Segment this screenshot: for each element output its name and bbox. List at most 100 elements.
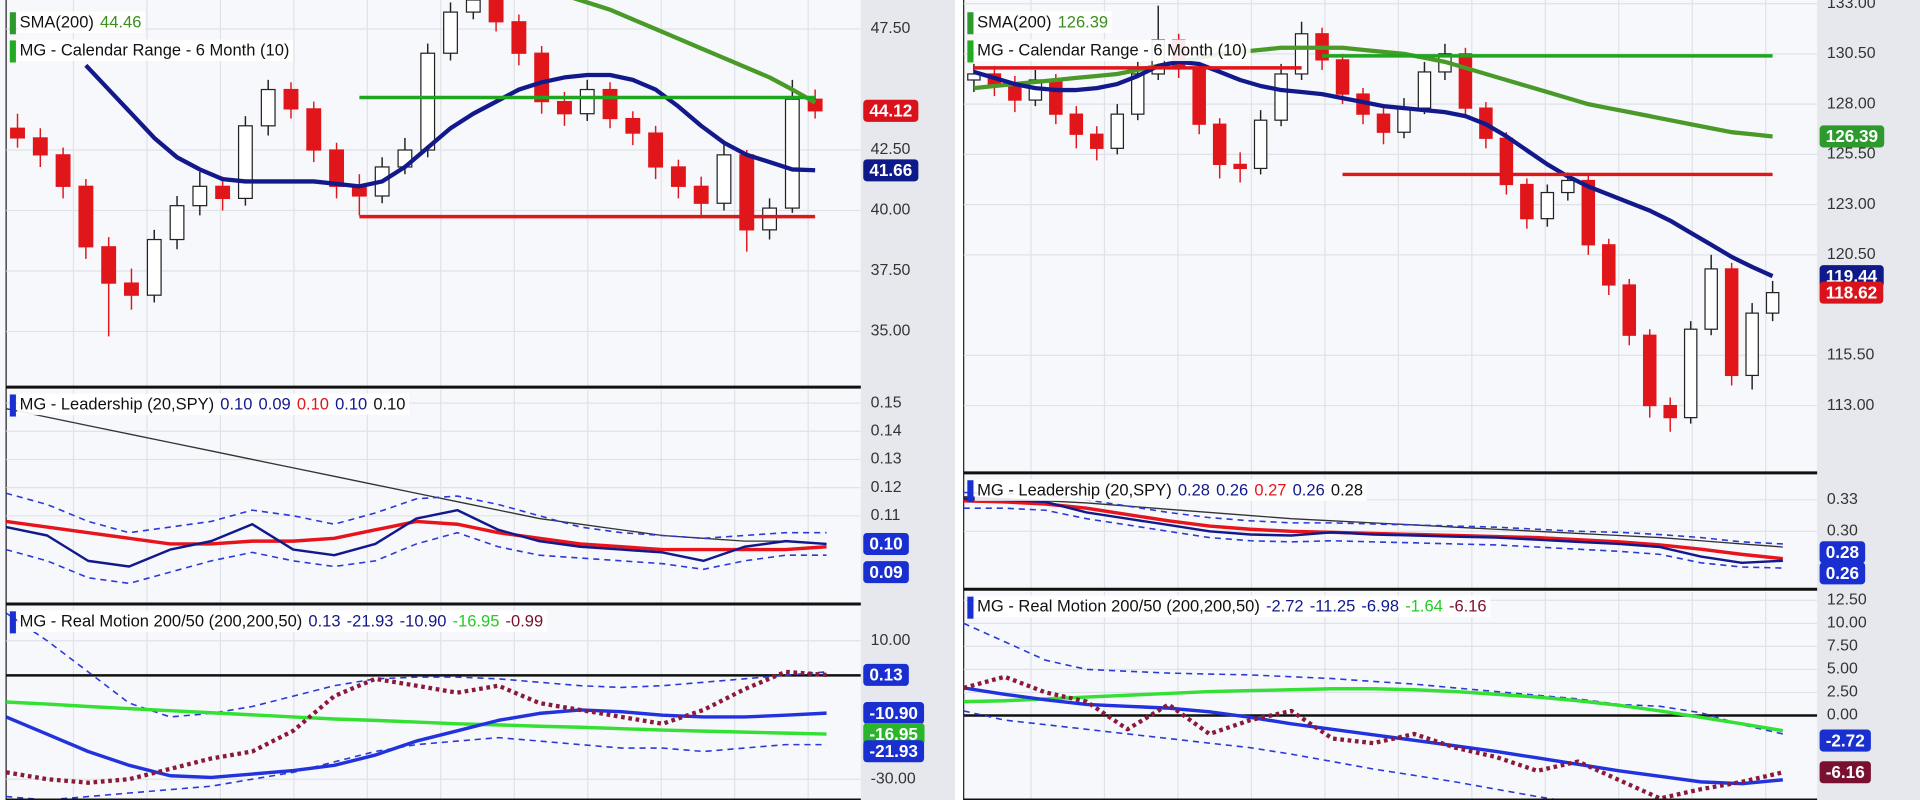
price-tag [863, 740, 925, 763]
legend-title: SMA(200) [20, 13, 94, 32]
y-tick-label: 128.00 [1827, 95, 1876, 112]
candle-body [10, 127, 25, 139]
candle-body [215, 185, 231, 200]
candle-body [602, 88, 618, 120]
indicator-line [963, 622, 1784, 735]
legend-value: -10.90 [400, 612, 447, 631]
candle-body [260, 88, 276, 127]
candle-body [1233, 163, 1247, 170]
price-tag-label: 0.13 [869, 665, 902, 685]
legend-bg [17, 11, 146, 33]
legend-swatch [9, 40, 16, 63]
price-tag [1819, 541, 1866, 564]
candle-body [1335, 59, 1350, 95]
candle-body [534, 52, 550, 103]
price-tag-label: 126.39 [1826, 126, 1878, 146]
price-tag [1819, 761, 1871, 784]
candle-body [1520, 183, 1534, 220]
y-tick-label: 120.50 [1827, 246, 1876, 263]
legend-bg [17, 39, 294, 62]
candle-body [1704, 268, 1718, 330]
legend-bg [17, 393, 410, 416]
candle-body [1642, 334, 1657, 407]
candle-body [420, 52, 436, 151]
candle-body [1745, 312, 1759, 377]
legend-swatch [967, 480, 974, 503]
candle-body [625, 117, 641, 134]
candle-body [1561, 179, 1575, 194]
legend-text: MG - Real Motion 200/50 (200,200,50) -2.7… [977, 597, 1486, 616]
candle-body [762, 207, 778, 231]
legend-value: -11.25 [1310, 597, 1356, 616]
candle-body [1663, 404, 1677, 419]
candle-body [306, 108, 322, 151]
indicator-line [6, 408, 827, 545]
indicator-line [572, 0, 817, 105]
candle-body [32, 137, 48, 156]
y-tick-label: 42.50 [871, 141, 911, 158]
candle-body [237, 125, 253, 200]
legend-bg [974, 479, 1367, 501]
y-tick-label: 35.00 [871, 323, 911, 340]
y-tick-label: 7.50 [1827, 638, 1858, 655]
legend-title: MG - Leadership (20,SPY) [20, 395, 215, 414]
y-tick-label: 0.33 [1827, 491, 1858, 508]
candle-body [1274, 73, 1288, 121]
y-tick-label: 10.00 [871, 632, 911, 649]
price-tag-label: 0.09 [869, 562, 902, 582]
indicator-line [6, 508, 827, 568]
legend-title: MG - Real Motion 200/50 (200,200,50) [20, 612, 303, 631]
candle-body [1376, 113, 1391, 133]
candle-body [1253, 119, 1268, 170]
y-tick-label: -30.00 [871, 770, 916, 787]
legend-value: 44.46 [100, 13, 141, 32]
legend-value: -6.16 [1449, 597, 1487, 616]
y-tick-label: 10.00 [1827, 615, 1867, 632]
legend-swatch [9, 12, 16, 35]
legend-text: SMA(200) 126.39 [977, 13, 1108, 32]
legend-value: 0.28 [1178, 481, 1210, 500]
indicator-line [973, 59, 1774, 279]
candle-body [488, 0, 504, 23]
y-tick-label: 0.12 [871, 479, 902, 496]
candle-body [1458, 53, 1473, 109]
candle-body [693, 185, 709, 204]
legend-swatch [967, 40, 974, 63]
indicator-line [973, 45, 1773, 139]
legend-bg [974, 595, 1491, 618]
legend-title: MG - Calendar Range - 6 Month (10) [977, 41, 1247, 60]
y-tick-label: 0.13 [871, 451, 902, 468]
price-tag-label: -2.72 [1826, 730, 1865, 750]
legend-title: MG - Leadership (20,SPY) [977, 481, 1172, 500]
y-tick-label: 0.11 [871, 507, 901, 524]
candle-body [1683, 328, 1698, 419]
candle-body [670, 166, 686, 187]
y-tick-label: 130.50 [1827, 45, 1876, 62]
candle-body [1602, 244, 1616, 286]
legend-title: MG - Real Motion 200/50 (200,200,50) [977, 597, 1260, 616]
legend-bg [974, 11, 1112, 33]
candle-body [1724, 268, 1739, 377]
indicator-line [6, 700, 827, 736]
legend-value: 0.10 [335, 395, 367, 414]
price-tag [1819, 125, 1885, 148]
y-tick-label: 2.50 [1827, 684, 1858, 701]
price-tag-label: -16.95 [869, 724, 918, 744]
indicator-line [84, 63, 816, 189]
candle-body [579, 88, 595, 115]
legend-value: 0.28 [1331, 481, 1363, 500]
candle-body [1417, 71, 1432, 109]
y-tick-label: 113.00 [1827, 397, 1875, 414]
legend-value: 0.10 [373, 395, 405, 414]
gap [955, 0, 964, 800]
panel [6, 0, 861, 388]
price-tag [863, 99, 919, 122]
panel [963, 475, 1818, 590]
legend-text: SMA(200) 44.46 [20, 13, 142, 32]
indicator-line [963, 507, 1783, 569]
panel [6, 606, 861, 800]
candle-body [1294, 33, 1309, 75]
price-tag-label: 41.66 [869, 160, 912, 180]
candle-body [1090, 133, 1104, 149]
